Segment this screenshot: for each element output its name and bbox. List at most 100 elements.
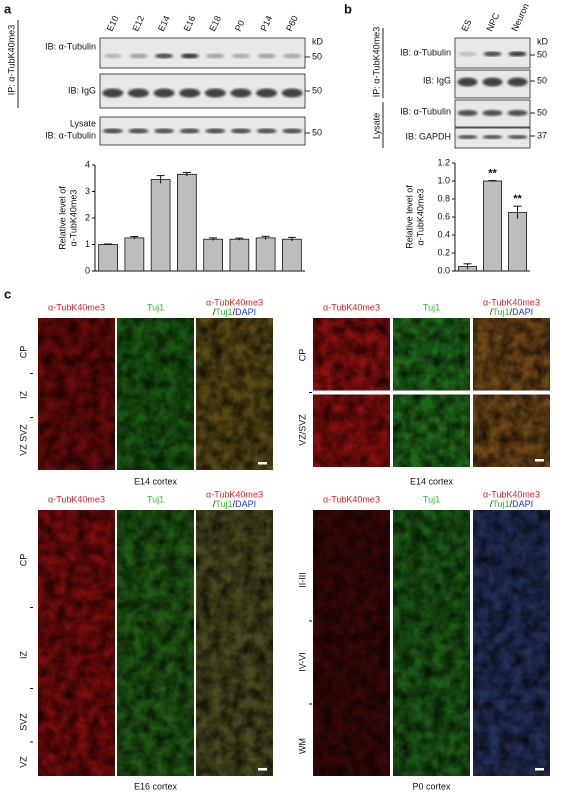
blot-band [281,88,303,98]
channel-label-part: / [233,307,236,317]
bar [98,244,118,272]
micrograph-texture [313,318,390,391]
channel-label: α-TubK40me3 [483,297,540,307]
blot-band [457,135,478,139]
blot-band [282,128,303,134]
micrograph-texture [473,510,550,776]
y-axis-label: α-TubK40me3 [68,190,78,247]
blot-band [482,77,503,87]
caption: E16 cortex [134,781,178,791]
blot-band [256,128,277,134]
row-label: IB: α-Tubulin [45,130,96,140]
micrograph-texture [393,318,470,391]
ip-label: Lysate [371,113,381,139]
scale-bar [258,462,267,465]
marker-label: 50 [537,75,547,85]
marker-label: 50 [312,127,322,137]
blot-band [102,128,123,134]
y-tick-label: 0.4 [437,229,450,239]
y-tick-label: 4 [85,159,90,169]
lane-label: P0 [233,19,247,33]
blot-band [154,128,175,134]
annotation: ** [513,193,522,205]
bar [255,237,276,272]
micrograph-texture [393,394,470,467]
region-label: IZ [18,390,28,399]
micrograph-texture [473,318,550,391]
blot-band [103,53,122,59]
channel-label-part: / [510,307,513,317]
y-tick-label: 1.2 [437,157,450,167]
ip-label: IP: α-TubK40me3 [371,27,381,97]
marker-label: 50 [537,107,547,117]
channel-label-part: / [233,499,236,509]
micrograph-texture [38,510,115,776]
region-label: CP [18,554,28,567]
blot-band [204,88,226,98]
channel-label: α-TubK40me3 [48,494,105,504]
channel-label-part: DAPI [512,307,533,317]
y-tick-label: 3 [85,186,90,196]
lane-label: ES [459,18,473,33]
channel-label-part: / [490,307,493,317]
y-tick-label: 0.2 [437,247,450,257]
y-tick-label: 1.0 [437,175,450,185]
caption: P0 cortex [412,781,451,791]
blot-band [102,88,124,98]
blot-band [179,88,201,98]
marker-label: 50 [537,49,547,59]
channel-label: α-TubK40me3 [48,302,105,312]
blot-band [180,53,199,59]
region-label: CP [18,346,28,359]
blot-band [256,88,278,98]
region-label: VZ SVZ [18,424,28,456]
blot-band [482,135,503,139]
lane-label: E14 [156,14,172,33]
channel-label-part: Tuj1 [492,307,509,317]
bar [150,179,171,272]
row-label: IB: α-Tubulin [400,106,451,116]
blot-band [153,88,175,98]
channel-label: Tuj1 [423,494,440,504]
channel-label: /Tuj1/DAPI [213,499,256,509]
row-label: IB: GAPDH [405,131,451,141]
scale-bar [535,459,544,462]
y-tick-label: 0.8 [437,193,450,203]
blot-band [127,88,149,98]
channel-label-part: / [490,499,493,509]
channel-label: α-TubK40me3 [323,302,380,312]
y-axis-label: α-TubK40me3 [415,189,425,246]
micrograph-texture [38,318,115,470]
bar [124,237,145,272]
blot-band [230,88,252,98]
blot-band [206,53,225,59]
blot-band [129,53,148,59]
blot-band [128,128,149,134]
region-label: II-III [297,572,307,588]
y-tick-label: 2 [85,212,90,222]
micrograph-texture [473,394,550,467]
row-label: IB: α-Tubulin [45,41,96,51]
micrograph-texture [313,510,390,776]
micrograph-texture [196,510,273,776]
channel-label: Tuj1 [147,302,164,312]
region-label: WM [297,738,307,754]
marker-label: 37 [537,130,547,140]
scale-bar [258,768,267,771]
blot-band [457,110,478,116]
lane-label: E12 [130,14,146,33]
blot-band [155,53,174,59]
channel-label: Tuj1 [147,494,164,504]
channel-label-part: Tuj1 [215,307,232,317]
blot-band [482,110,503,116]
blot-band [231,53,250,59]
y-tick-label: 0.0 [437,265,450,275]
channel-label: α-TubK40me3 [206,489,263,499]
channel-label: Tuj1 [423,302,440,312]
panel-label: a [4,1,12,16]
region-label: SVZ [18,713,28,731]
bar [508,212,527,272]
lane-label: P14 [258,14,274,33]
scale-bar [535,768,544,771]
blot-band [507,135,528,139]
